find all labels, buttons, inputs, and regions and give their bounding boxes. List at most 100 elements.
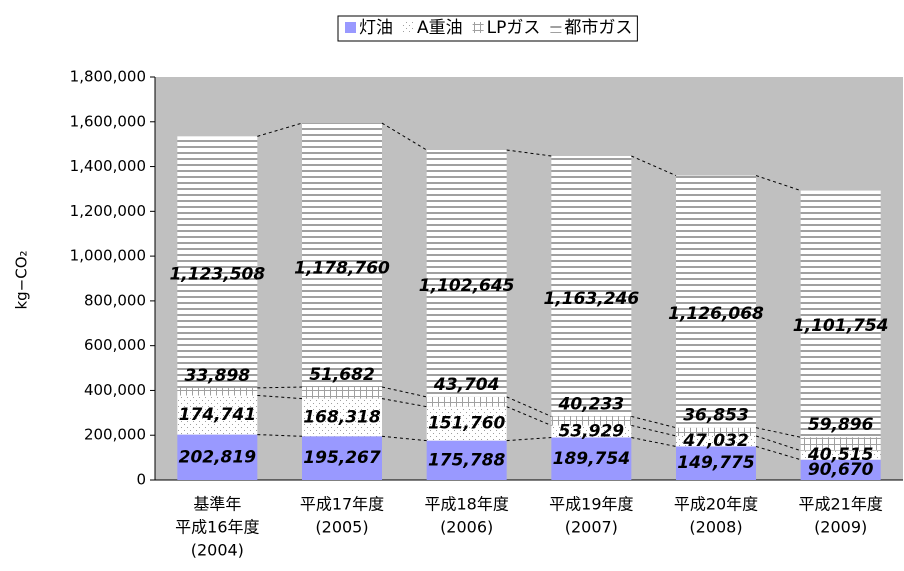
- connector: [381, 398, 427, 408]
- bar-segment: [177, 395, 258, 435]
- bar-segment: [177, 387, 258, 396]
- connector: [257, 394, 303, 400]
- connector: [631, 437, 677, 447]
- connector: [755, 175, 801, 192]
- connector: [755, 427, 801, 438]
- legend-swatch: [345, 22, 356, 33]
- bar-segment: [800, 450, 881, 460]
- value-label: 59,896: [808, 415, 874, 435]
- bar-segment: [676, 435, 756, 447]
- legend-box: [337, 15, 638, 42]
- value-label: 43,704: [433, 375, 500, 395]
- x-tick-label: (2006): [440, 518, 493, 537]
- bar-segment: [551, 416, 632, 426]
- connector: [506, 437, 552, 442]
- plot-area: [155, 77, 903, 480]
- value-label: 1,101,754: [793, 316, 889, 336]
- legend-swatch: [472, 22, 484, 33]
- value-label: 174,741: [179, 405, 256, 425]
- x-tick-label: (2005): [315, 518, 368, 537]
- connector: [381, 435, 427, 442]
- bar-segment: [177, 434, 258, 480]
- legend-swatch: [403, 22, 414, 33]
- legend-label: A重油: [417, 18, 463, 38]
- bar-segment: [676, 175, 756, 428]
- value-label: 1,102,645: [419, 276, 515, 296]
- value-label: 151,760: [428, 414, 506, 434]
- y-axis-label: kg−CO₂: [13, 250, 31, 309]
- bar-segment: [551, 425, 632, 438]
- bar-segment: [426, 406, 507, 441]
- legend-label: 灯油: [359, 18, 393, 38]
- bar-segment: [302, 387, 382, 399]
- connector: [631, 155, 677, 177]
- connector: [257, 434, 303, 437]
- bar-segment: [676, 427, 756, 436]
- x-tick-label: 基準年: [193, 495, 241, 514]
- bar-segment: [177, 136, 258, 388]
- value-label: 53,929: [559, 421, 625, 441]
- bar-segment: [676, 446, 756, 480]
- connector: [381, 122, 427, 151]
- legend-swatch: [550, 22, 562, 33]
- value-label: 175,788: [428, 450, 506, 470]
- value-label: 36,853: [683, 406, 749, 426]
- x-tick-label: 平成17年度: [300, 495, 384, 514]
- value-label: 40,233: [558, 394, 625, 414]
- connector: [755, 435, 801, 452]
- value-label: 149,775: [677, 453, 754, 473]
- value-label: 33,898: [185, 366, 251, 386]
- bar-segment: [426, 440, 507, 480]
- value-label: 1,123,508: [169, 265, 265, 285]
- connector: [506, 406, 552, 426]
- y-tick-label: 1,800,000: [70, 68, 146, 86]
- x-tick-label: 平成19年度: [549, 495, 633, 514]
- x-tick-label: (2007): [565, 518, 618, 537]
- x-tick-label: 平成16年度: [175, 518, 259, 537]
- bar-segment: [302, 398, 382, 437]
- value-label: 189,754: [553, 449, 630, 469]
- value-label: 1,178,760: [294, 258, 390, 278]
- x-tick-label: 平成18年度: [424, 495, 508, 514]
- bar-segment: [551, 155, 632, 417]
- y-tick-label: 0: [136, 471, 146, 489]
- y-tick-label: 800,000: [84, 291, 146, 309]
- bar-segment: [426, 150, 507, 397]
- connector: [381, 386, 427, 398]
- y-tick-label: 400,000: [84, 381, 146, 399]
- value-label: 168,318: [303, 407, 381, 427]
- bar-segment: [302, 123, 382, 388]
- value-label: 47,032: [682, 431, 749, 451]
- y-tick-label: 1,200,000: [70, 202, 146, 220]
- y-tick-label: 1,400,000: [70, 157, 146, 175]
- x-tick-label: 平成21年度: [798, 495, 882, 514]
- bar-segment: [426, 396, 507, 407]
- connector: [506, 149, 552, 157]
- x-tick-label: 平成20年度: [674, 495, 758, 514]
- bar-segment: [302, 436, 382, 480]
- legend-label: 都市ガス: [564, 18, 632, 38]
- legend-label: LPガス: [487, 18, 541, 38]
- x-tick-label: (2004): [191, 541, 244, 560]
- value-label: 1,126,068: [668, 304, 764, 324]
- connector: [257, 386, 303, 389]
- bar-segment: [551, 437, 632, 480]
- value-label: 51,682: [309, 365, 375, 385]
- y-tick-label: 600,000: [84, 336, 146, 354]
- x-tick-label: (2008): [689, 518, 742, 537]
- value-label: 40,515: [807, 445, 874, 465]
- y-tick-label: 1,600,000: [70, 112, 146, 130]
- y-tick-label: 1,000,000: [70, 247, 146, 265]
- connector: [506, 396, 552, 417]
- y-tick-label: 200,000: [84, 426, 146, 444]
- connector: [631, 415, 677, 429]
- value-label: 90,670: [808, 460, 874, 480]
- connector: [257, 122, 303, 137]
- connector: [755, 445, 801, 461]
- value-label: 202,819: [179, 447, 257, 467]
- connector: [631, 424, 677, 437]
- value-label: 195,267: [303, 448, 381, 468]
- value-label: 1,163,246: [543, 289, 639, 309]
- legend: 灯油 A重油 LPガス 都市ガス: [337, 15, 638, 42]
